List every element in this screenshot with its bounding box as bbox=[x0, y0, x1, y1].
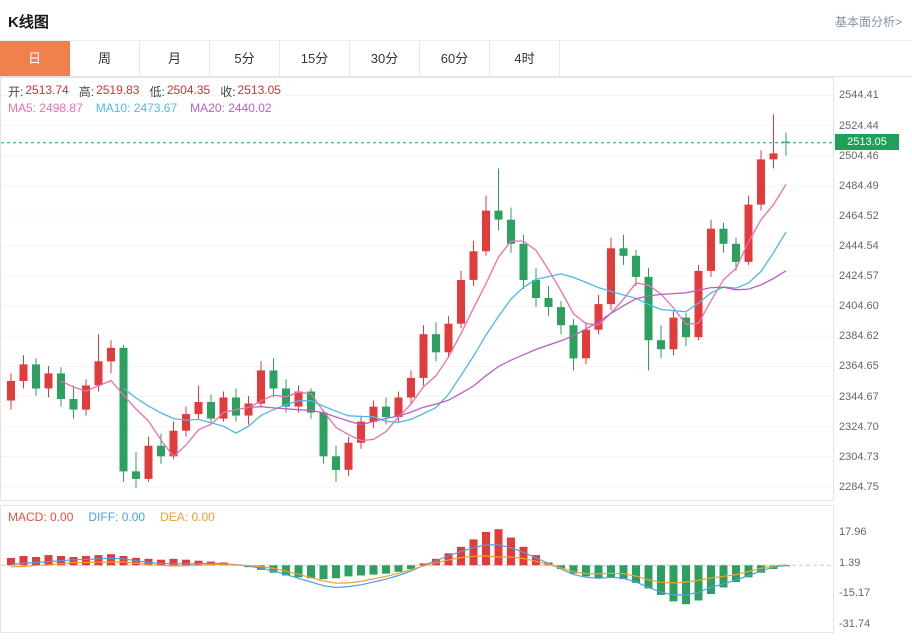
axis-tick-label: 2544.41 bbox=[839, 89, 879, 101]
tab-month[interactable]: 月 bbox=[140, 41, 210, 76]
axis-tick-label: 2364.65 bbox=[839, 360, 879, 372]
axis-tick-label: 2404.60 bbox=[839, 300, 879, 312]
axis-tick-label: 2444.54 bbox=[839, 240, 879, 252]
close-value: 2513.05 bbox=[237, 83, 281, 97]
dea-value-legend: DEA: 0.00 bbox=[160, 510, 215, 524]
axis-tick-label: 2324.70 bbox=[839, 421, 879, 433]
axis-tick-label: 2284.75 bbox=[839, 481, 879, 493]
axis-tick-label: 2504.46 bbox=[839, 150, 879, 162]
open-label: 开: bbox=[8, 85, 24, 99]
axis-tick-label: 2304.73 bbox=[839, 451, 879, 463]
main-chart-area: 开: 2513.74 高: 2519.83 低: 2504.35 收: 2513.05 … bbox=[0, 77, 912, 501]
macd-value-legend: MACD: 0.00 bbox=[8, 510, 74, 524]
low-value: 2504.35 bbox=[166, 83, 211, 97]
tab-5min[interactable]: 5分 bbox=[210, 41, 280, 76]
ma-legend: MA5: 2498.87 MA10: 2473.67 MA20: 2440.02 bbox=[8, 101, 285, 115]
high-label: 高: bbox=[78, 85, 95, 99]
axis-tick-label: 2424.57 bbox=[839, 270, 879, 282]
ohlc-legend: 开: 2513.74 高: 2519.83 低: 2504.35 收: 2513.05 bbox=[8, 83, 291, 100]
ma20-legend: MA20: 2440.02 bbox=[190, 101, 272, 115]
macd-svg bbox=[1, 529, 833, 605]
page-title: K线图 bbox=[8, 14, 49, 31]
axis-tick-label: 2384.62 bbox=[839, 330, 879, 342]
macd-panel: MACD: 0.00 DIFF: 0.00 DEA: 0.00 17.96 1.3… bbox=[0, 505, 912, 633]
axis-tick-label: 2484.49 bbox=[839, 180, 879, 192]
axis-tick-label: 17.96 bbox=[839, 526, 867, 538]
tab-week[interactable]: 周 bbox=[70, 41, 140, 76]
tab-4hour[interactable]: 4时 bbox=[490, 41, 560, 76]
tab-30min[interactable]: 30分 bbox=[350, 41, 420, 76]
axis-tick-label: 2464.52 bbox=[839, 210, 879, 222]
diff-value-legend: DIFF: 0.00 bbox=[88, 510, 146, 524]
macd-axis: 17.96 1.39 -15.17 -31.74 bbox=[834, 505, 912, 633]
axis-tick-label: -31.74 bbox=[839, 618, 871, 630]
candlestick-plot[interactable]: 开: 2513.74 高: 2519.83 低: 2504.35 收: 2513.05 … bbox=[0, 77, 834, 501]
price-axis: 2513.05 2544.41 2524.44 2504.46 2484.49 2464… bbox=[834, 77, 912, 501]
axis-tick-label: 2524.44 bbox=[839, 120, 879, 132]
high-value: 2519.83 bbox=[96, 83, 140, 97]
fundamental-analysis-link[interactable]: 基本面分析> bbox=[834, 15, 902, 29]
open-value: 2513.74 bbox=[25, 83, 69, 97]
candlestick-svg bbox=[1, 95, 833, 488]
axis-tick-label: 2344.67 bbox=[839, 391, 879, 403]
axis-tick-label: -15.17 bbox=[839, 587, 871, 599]
macd-plot[interactable]: MACD: 0.00 DIFF: 0.00 DEA: 0.00 bbox=[0, 505, 834, 633]
close-label: 收: bbox=[220, 85, 236, 99]
macd-legend: MACD: 0.00 DIFF: 0.00 DEA: 0.00 bbox=[8, 510, 230, 524]
tab-60min[interactable]: 60分 bbox=[420, 41, 490, 76]
ma5-legend: MA5: 2498.87 bbox=[8, 101, 83, 115]
tab-15min[interactable]: 15分 bbox=[280, 41, 350, 76]
low-label: 低: bbox=[149, 85, 165, 99]
tab-day[interactable]: 日 bbox=[0, 41, 70, 76]
page-header: K线图 基本面分析> bbox=[0, 0, 912, 40]
ma10-legend: MA10: 2473.67 bbox=[95, 101, 178, 115]
current-price-tag: 2513.05 bbox=[835, 134, 899, 150]
axis-tick-label: 1.39 bbox=[839, 557, 861, 569]
timeframe-tabs: 日 周 月 5分 15分 30分 60分 4时 bbox=[0, 40, 912, 77]
